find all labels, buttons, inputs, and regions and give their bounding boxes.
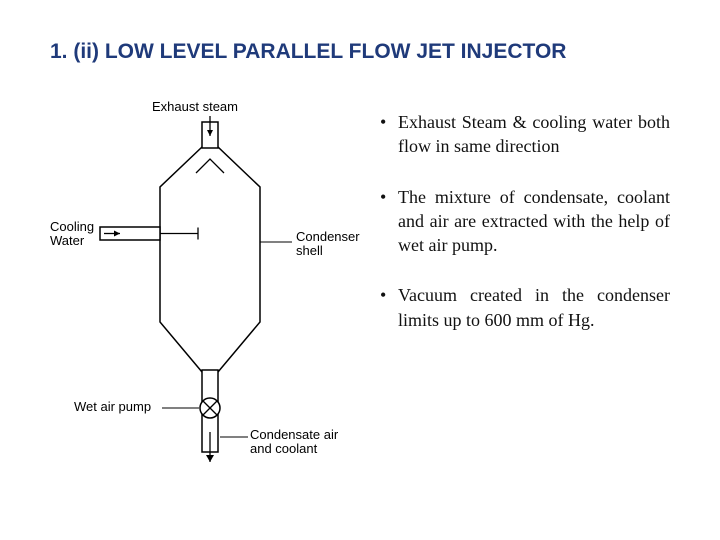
bullet-item: Exhaust Steam & cooling water both flow … [380,110,670,159]
page-title: 1. (ii) LOW LEVEL PARALLEL FLOW JET INJE… [50,40,670,64]
label-cooling-water-2: Water [50,234,84,248]
condenser-svg [50,92,360,472]
label-exhaust-steam: Exhaust steam [152,100,238,114]
diagram: Exhaust steam Cooling Water Condenser sh… [50,92,360,472]
bullet-list: Exhaust Steam & cooling water both flow … [380,92,670,472]
bullet-item: The mixture of condensate, coolant and a… [380,185,670,258]
bullet-item: Vacuum created in the condenser limits u… [380,283,670,332]
label-wet-air-pump: Wet air pump [74,400,151,414]
label-condenser-shell-2: shell [296,244,323,258]
label-condensate-2: and coolant [250,442,317,456]
